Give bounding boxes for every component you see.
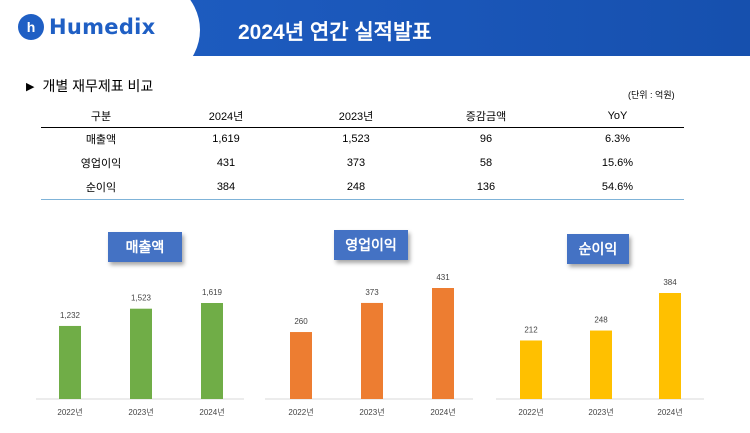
x-tick-label: 2022년 [57, 407, 82, 417]
bar-value-label: 431 [436, 273, 450, 282]
x-tick-label: 2023년 [359, 407, 384, 417]
table-cell: 58 [479, 157, 493, 169]
table-cell: 6.3% [604, 133, 631, 146]
chart-title-net-income: 순이익 [567, 234, 629, 264]
table-cell: 136 [421, 175, 551, 200]
section-heading: ▶ 개별 재무제표 비교 [26, 76, 153, 96]
table-cell: 매출액 [85, 134, 117, 147]
company-logo: h Humedix [18, 14, 156, 40]
table-cell: 54.6% [551, 175, 684, 200]
bar-value-label: 1,232 [60, 311, 81, 320]
logo-mark-icon: h [18, 14, 44, 40]
bar [520, 340, 542, 399]
column-header: 2024년 [161, 105, 291, 128]
bar [290, 332, 312, 399]
bar [130, 308, 152, 399]
bar-value-label: 1,523 [131, 294, 152, 303]
bar-value-label: 248 [594, 316, 608, 325]
bar-value-label: 373 [365, 288, 379, 297]
table-cell: 431 [216, 157, 236, 169]
bar [590, 330, 612, 399]
chart-title-revenue: 매출액 [108, 232, 182, 262]
page-title: 2024년 연간 실적발표 [238, 21, 432, 44]
section-title: 개별 재무제표 비교 [42, 78, 154, 94]
table-row: 매출액 1,619 1,523 96 6.3% [41, 127, 684, 151]
chart-title-operating-profit: 영업이익 [334, 230, 408, 260]
column-header: YoY [551, 105, 684, 128]
financial-table: 구분 2024년 2023년 증감금액 YoY 매출액 1,619 1,523 … [41, 105, 684, 200]
x-tick-label: 2023년 [128, 407, 153, 417]
table-header-row: 구분 2024년 2023년 증감금액 YoY [41, 105, 684, 128]
bar-value-label: 1,619 [202, 288, 223, 297]
table-cell: 1,619 [212, 133, 240, 146]
table-cell: 96 [479, 133, 493, 146]
table-row: 영업이익 431 373 58 15.6% [41, 151, 684, 175]
bar [59, 325, 81, 399]
logo-text: Humedix [49, 15, 156, 39]
column-header: 증감금액 [421, 105, 551, 128]
x-tick-label: 2024년 [657, 407, 682, 417]
x-tick-label: 2022년 [518, 407, 543, 417]
table-row: 순이익 384 248 136 54.6% [41, 175, 684, 200]
x-tick-label: 2022년 [288, 407, 313, 417]
bar [201, 303, 223, 399]
bar [659, 293, 681, 399]
bar [432, 288, 454, 399]
x-tick-label: 2024년 [199, 407, 224, 417]
table-cell: 1,523 [342, 133, 370, 146]
table-cell: 248 [291, 175, 421, 200]
x-tick-label: 2023년 [588, 407, 613, 417]
bar-value-label: 384 [663, 278, 677, 287]
column-header: 2023년 [291, 105, 421, 128]
table-cell: 순이익 [41, 175, 161, 200]
column-header: 구분 [41, 105, 161, 128]
x-tick-label: 2024년 [430, 407, 455, 417]
unit-note: (단위 : 억원) [628, 90, 675, 100]
bar-value-label: 260 [294, 317, 308, 326]
triangle-marker-icon: ▶ [26, 80, 35, 93]
table-cell: 영업이익 [80, 158, 122, 170]
table-cell: 15.6% [601, 157, 634, 169]
bar-value-label: 212 [524, 325, 538, 334]
header-bar: h Humedix 2024년 연간 실적발표 [0, 0, 750, 56]
table-cell: 373 [346, 157, 366, 169]
table-cell: 384 [161, 175, 291, 200]
bar [361, 302, 383, 399]
